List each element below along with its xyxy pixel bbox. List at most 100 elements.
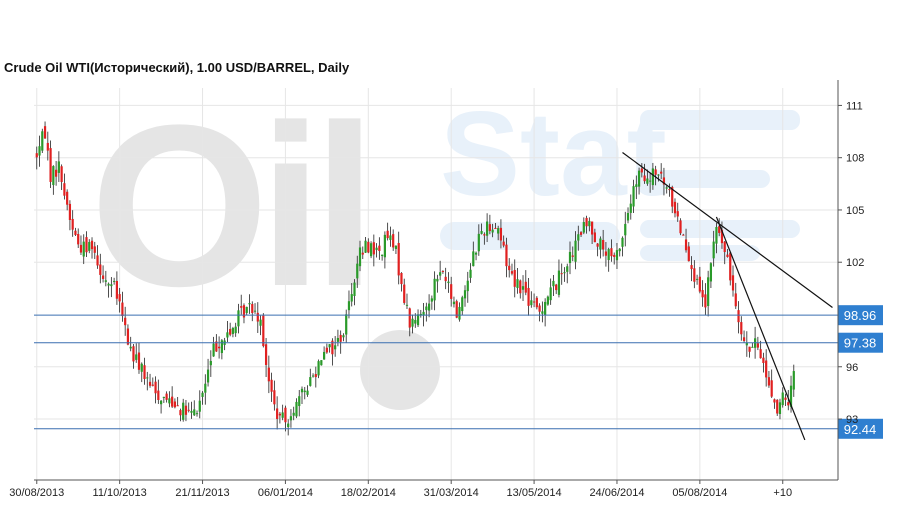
candle-165 — [491, 223, 494, 238]
candle-body-63 — [209, 360, 212, 366]
candle-42 — [151, 377, 154, 387]
candle-168 — [499, 219, 503, 249]
candle-73 — [237, 303, 240, 334]
candle-body-165 — [491, 229, 494, 233]
level-label-1: 97.38 — [844, 336, 877, 351]
candle-148 — [444, 267, 447, 290]
candle-194 — [571, 246, 574, 262]
candle-body-195 — [574, 240, 577, 262]
candle-33 — [126, 324, 130, 346]
candle-body-270 — [781, 392, 784, 406]
candle-body-120 — [367, 241, 370, 253]
candle-81 — [259, 315, 262, 336]
candle-body-51 — [176, 405, 179, 407]
candle-1 — [38, 135, 41, 167]
candle-120 — [367, 238, 370, 254]
candle-80 — [256, 302, 259, 333]
candle-224 — [654, 165, 657, 186]
candle-body-71 — [231, 328, 235, 334]
candle-body-235 — [684, 239, 688, 251]
candle-body-241 — [701, 290, 704, 298]
candle-208 — [610, 239, 613, 262]
candle-body-146 — [439, 272, 442, 276]
candle-body-35 — [132, 346, 135, 362]
candle-215 — [629, 194, 632, 220]
candle-40 — [146, 371, 149, 391]
candle-44 — [157, 379, 160, 404]
candle-body-185 — [546, 296, 550, 305]
candle-24 — [101, 265, 105, 283]
candle-188 — [555, 283, 558, 295]
candle-132 — [400, 272, 403, 292]
candle-197 — [579, 231, 583, 238]
candle-129 — [392, 229, 395, 251]
candle-63 — [209, 350, 212, 377]
candle-body-101 — [314, 374, 317, 378]
candle-142 — [427, 294, 431, 318]
candle-109 — [336, 329, 340, 347]
candle-239 — [695, 274, 699, 285]
candle-body-158 — [472, 251, 475, 267]
candle-body-62 — [206, 369, 210, 383]
candle-35 — [132, 343, 135, 369]
candle-body-57 — [193, 409, 196, 416]
candle-body-135 — [408, 308, 411, 328]
candle-body-194 — [571, 255, 574, 257]
candle-84 — [267, 355, 270, 394]
candle-body-47 — [165, 393, 168, 400]
candle-body-6 — [52, 166, 55, 186]
candle-body-128 — [389, 235, 392, 240]
candle-body-192 — [566, 266, 569, 272]
candle-body-200 — [588, 220, 591, 227]
candle-180 — [532, 293, 536, 308]
candle-89 — [281, 404, 284, 421]
candle-body-69 — [226, 332, 229, 338]
candle-150 — [450, 276, 453, 307]
candles — [35, 121, 795, 436]
candle-104 — [322, 346, 326, 360]
candle-196 — [577, 225, 580, 251]
candle-161 — [480, 223, 483, 235]
candle-body-28 — [113, 280, 116, 282]
candle-126 — [383, 231, 386, 269]
horizontal-levels: 98.96 97.38 92.44 — [34, 305, 883, 439]
candle-20 — [90, 237, 94, 259]
candle-body-23 — [99, 264, 102, 275]
candle-7 — [54, 161, 58, 186]
candle-body-265 — [767, 377, 771, 386]
candle-256 — [742, 330, 746, 343]
candle-body-140 — [422, 311, 425, 316]
trendlines — [622, 151, 833, 441]
candle-body-223 — [651, 168, 654, 186]
candle-169 — [502, 235, 505, 248]
candle-body-222 — [649, 180, 652, 182]
candle-body-201 — [590, 221, 594, 235]
candle-249 — [723, 240, 726, 265]
candle-268 — [776, 399, 779, 416]
candle-39 — [143, 357, 146, 385]
x-tick-label-1: 11/10/2013 — [93, 487, 147, 499]
candle-211 — [618, 248, 621, 257]
candle-58 — [195, 410, 199, 417]
candle-47 — [165, 391, 168, 403]
candle-262 — [759, 340, 762, 359]
candle-212 — [621, 236, 624, 257]
candle-162 — [483, 232, 486, 245]
candle-body-230 — [671, 186, 674, 207]
candle-body-169 — [502, 241, 505, 246]
candle-body-182 — [538, 305, 541, 312]
candle-body-186 — [549, 287, 552, 301]
candle-163 — [486, 213, 489, 243]
candle-body-17 — [82, 241, 85, 257]
candle-83 — [264, 338, 268, 377]
candle-body-74 — [240, 306, 243, 308]
candle-23 — [99, 253, 102, 284]
candle-body-100 — [311, 375, 315, 377]
candle-body-13 — [71, 218, 74, 230]
candle-body-179 — [530, 300, 533, 306]
candle-body-214 — [626, 213, 630, 221]
candle-body-27 — [110, 284, 113, 287]
candle-122 — [372, 234, 375, 267]
candle-body-247 — [718, 226, 721, 233]
